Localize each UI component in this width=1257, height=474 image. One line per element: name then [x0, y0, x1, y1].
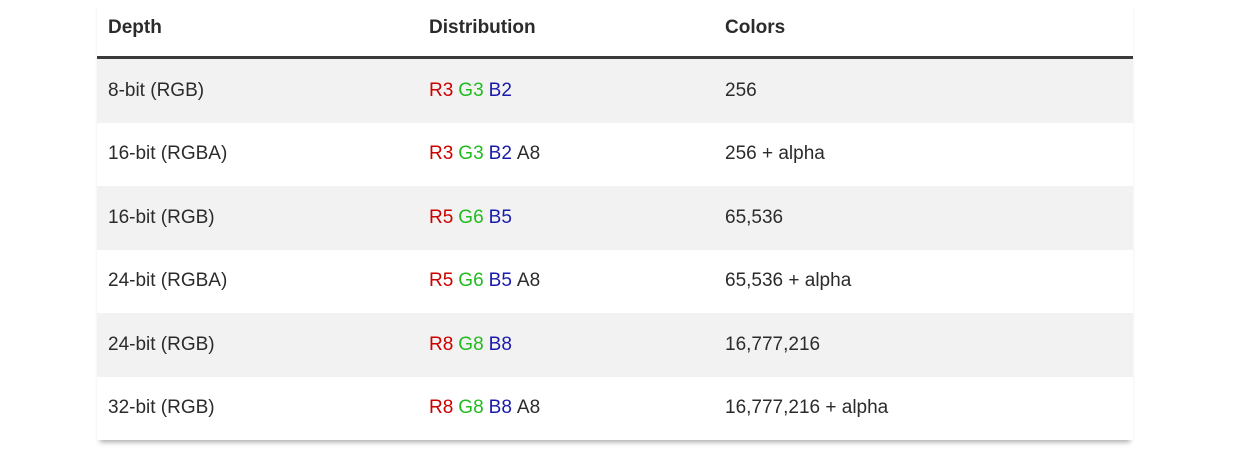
cell-colors: 16,777,216 + alpha: [714, 376, 1133, 440]
cell-distribution: R8 G8 B8 A8: [418, 376, 714, 440]
table-row: 16-bit (RGBA) R3 G3 B2 A8 256 + alpha: [97, 122, 1133, 186]
channel-alpha: A8: [516, 270, 541, 292]
cell-distribution: R5 G6 B5: [418, 186, 714, 250]
channel-green: G6: [458, 206, 484, 228]
channel-alpha: A8: [516, 397, 541, 419]
channel-red: R8: [429, 397, 454, 419]
channel-blue: B2: [488, 143, 512, 165]
cell-depth: 32-bit (RGB): [97, 376, 418, 440]
table-row: 24-bit (RGBA) R5 G6 B5 A8 65,536 + alpha: [97, 249, 1133, 313]
channel-blue: B8: [488, 333, 512, 355]
channel-red: R3: [429, 79, 454, 101]
channel-blue: B8: [488, 397, 512, 419]
table-row: 16-bit (RGB) R5 G6 B5 65,536: [97, 186, 1133, 250]
channel-red: R3: [429, 143, 454, 165]
cell-colors: 65,536 + alpha: [714, 249, 1133, 313]
channel-alpha: A8: [516, 143, 541, 165]
cell-depth: 24-bit (RGB): [97, 313, 418, 377]
channel-blue: B2: [488, 79, 512, 101]
cell-depth: 16-bit (RGBA): [97, 122, 418, 186]
channel-green: G8: [458, 397, 484, 419]
channel-red: R5: [429, 206, 454, 228]
table-body: 8-bit (RGB) R3 G3 B2 256 16-bit (RGBA) R3 G3 B2 A…: [97, 57, 1133, 440]
color-depth-table-container: Depth Distribution Colors 8-bit (RGB) R3 G…: [97, 0, 1133, 440]
table-row: 8-bit (RGB) R3 G3 B2 256: [97, 57, 1133, 123]
table-row: 24-bit (RGB) R8 G8 B8 16,777,216: [97, 313, 1133, 377]
header-row: Depth Distribution Colors: [97, 0, 1133, 59]
table-row: 32-bit (RGB) R8 G8 B8 A8 16,777,216 + alpha: [97, 376, 1133, 440]
cell-distribution: R5 G6 B5 A8: [418, 249, 714, 313]
header-distribution: Distribution: [418, 0, 714, 59]
cell-depth: 16-bit (RGB): [97, 186, 418, 250]
cell-depth: 8-bit (RGB): [97, 57, 418, 123]
color-depth-table: Depth Distribution Colors 8-bit (RGB) R3 G…: [97, 0, 1133, 440]
channel-green: G3: [458, 79, 484, 101]
channel-green: G3: [458, 143, 484, 165]
channel-green: G6: [458, 270, 484, 292]
channel-blue: B5: [488, 206, 512, 228]
header-depth: Depth: [97, 0, 418, 59]
channel-green: G8: [458, 333, 484, 355]
cell-distribution: R8 G8 B8: [418, 313, 714, 377]
cell-colors: 16,777,216: [714, 313, 1133, 377]
cell-colors: 65,536: [714, 186, 1133, 250]
cell-distribution: R3 G3 B2: [418, 57, 714, 123]
channel-red: R8: [429, 333, 454, 355]
channel-red: R5: [429, 270, 454, 292]
cell-depth: 24-bit (RGBA): [97, 249, 418, 313]
header-colors: Colors: [714, 0, 1133, 59]
channel-blue: B5: [488, 270, 512, 292]
cell-colors: 256: [714, 57, 1133, 123]
cell-colors: 256 + alpha: [714, 122, 1133, 186]
table-header: Depth Distribution Colors: [97, 0, 1133, 59]
cell-distribution: R3 G3 B2 A8: [418, 122, 714, 186]
